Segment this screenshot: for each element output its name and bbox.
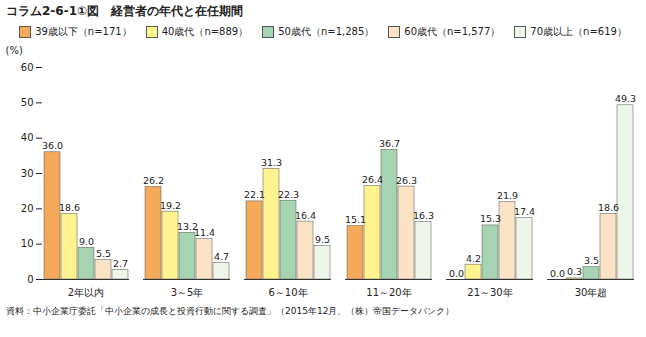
svg-text:21～30年: 21～30年 [467,287,512,298]
html-text:60歳代（n=1,577）: 60歳代（n=1,577） [404,26,501,37]
svg-text:4.7: 4.7 [214,251,229,262]
html-text:コラム2-6-1①図 経営者の年代と在任期間: コラム2-6-1①図 経営者の年代と在任期間 [6,4,244,18]
svg-text:11～20年: 11～20年 [366,287,411,298]
svg-text:26.3: 26.3 [396,175,417,186]
svg-text:4.2: 4.2 [466,253,481,264]
svg-text:13.2: 13.2 [176,220,199,232]
svg-text:60: 60 [21,62,34,73]
svg-text:18.6: 18.6 [59,202,80,213]
svg-text:40: 40 [21,132,34,143]
svg-text:30: 30 [21,168,34,179]
svg-text:50: 50 [21,97,34,108]
svg-text:22.1: 22.1 [244,189,265,200]
svg-text:15.1: 15.1 [345,214,366,225]
svg-text:0: 0 [27,274,33,285]
html-text:50歳代（n=1,285）: 50歳代（n=1,285） [278,26,375,37]
svg-text:10: 10 [21,238,34,249]
svg-text:16.3: 16.3 [413,210,434,221]
svg-text:11.4: 11.4 [194,227,215,238]
svg-text:2年以内: 2年以内 [68,287,104,298]
svg-text:3.5: 3.5 [584,255,599,266]
svg-text:20: 20 [21,203,34,214]
svg-text:26.4: 26.4 [362,174,383,185]
svg-text:3～5年: 3～5年 [171,287,204,298]
svg-text:(%): (%) [6,45,23,56]
svg-text:9.5: 9.5 [315,234,330,245]
svg-text:49.3: 49.3 [615,93,636,104]
svg-text:17.4: 17.4 [514,206,535,217]
svg-text:0.3: 0.3 [567,266,582,277]
svg-text:9.0: 9.0 [79,236,94,247]
svg-text:0.0: 0.0 [449,268,464,279]
html-text:資料：中小企業庁委託「中小企業の成長と投資行動に関する調査」: 資料：中小企業庁委託「中小企業の成長と投資行動に関する調査」（2015年12月、… [6,306,455,316]
html-text:39歳以下（n=171）: 39歳以下（n=171） [35,26,132,37]
svg-text:22.3: 22.3 [278,189,299,200]
html-text:40歳代（n=889）: 40歳代（n=889） [161,26,249,37]
svg-text:16.4: 16.4 [295,210,316,221]
svg-text:31.3: 31.3 [261,157,282,168]
svg-text:18.6: 18.6 [598,202,619,213]
svg-text:36.0: 36.0 [42,140,63,151]
svg-text:21.9: 21.9 [497,190,518,201]
svg-text:6～10年: 6～10年 [268,287,307,298]
svg-text:36.7: 36.7 [379,138,400,149]
svg-text:2.7: 2.7 [113,258,128,269]
svg-text:19.2: 19.2 [160,200,181,211]
svg-text:5.5: 5.5 [96,248,111,259]
svg-text:0.0: 0.0 [550,268,565,279]
svg-text:30年超: 30年超 [575,287,608,298]
html-text:70歳以上（n=619）: 70歳以上（n=619） [530,26,627,37]
svg-text:15.3: 15.3 [480,213,501,224]
svg-text:26.2: 26.2 [143,175,164,186]
